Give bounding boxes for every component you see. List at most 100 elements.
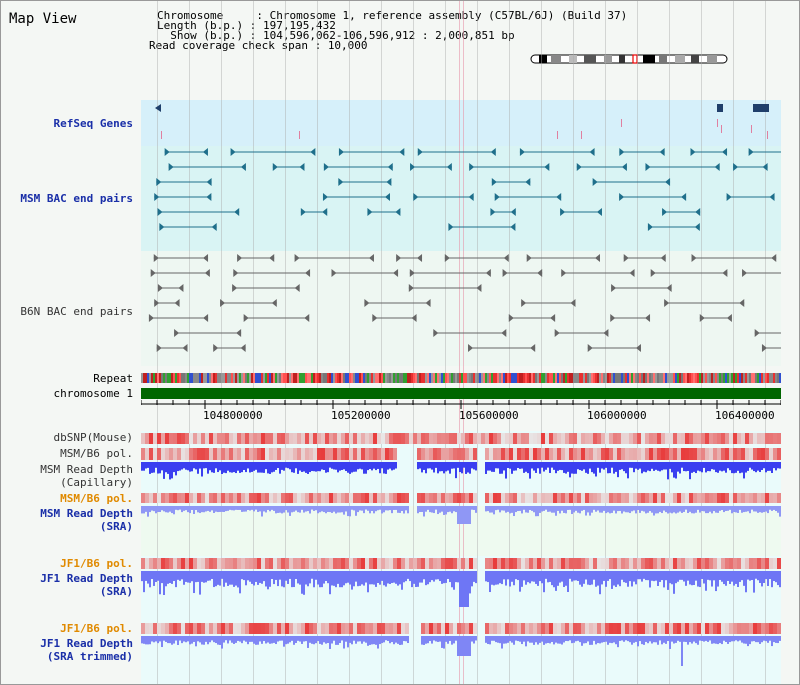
polymorphism-cell xyxy=(705,493,709,503)
read-depth-bar xyxy=(317,571,319,585)
read-depth-bar xyxy=(573,571,575,581)
read-depth-bar xyxy=(151,571,153,580)
polymorphism-cell xyxy=(581,558,585,569)
track-label-jf1-b6-pol-trimmed[interactable]: JF1/B6 pol. xyxy=(60,622,133,635)
read-depth-bar xyxy=(373,636,375,645)
polymorphism-cell xyxy=(325,448,329,460)
repeat-block xyxy=(377,373,379,383)
repeat-block xyxy=(669,373,671,383)
polymorphism-cell xyxy=(265,433,269,444)
b6n-bac-pair-end xyxy=(521,299,527,307)
polymorphism-cell xyxy=(461,623,465,634)
polymorphism-cell xyxy=(225,558,229,569)
repeat-block xyxy=(665,373,667,383)
repeat-block xyxy=(259,373,261,383)
polymorphism-cell xyxy=(421,493,425,503)
read-depth-bar xyxy=(749,462,751,468)
polymorphism-cell xyxy=(697,558,701,569)
track-label-b6n-bac[interactable]: B6N BAC end pairs xyxy=(20,305,133,318)
read-depth-bar xyxy=(749,636,751,645)
polymorphism-cell xyxy=(537,433,541,444)
polymorphism-cell xyxy=(657,433,661,444)
repeat-block xyxy=(497,373,499,383)
read-depth-bar xyxy=(305,506,307,512)
repeat-block xyxy=(207,373,209,383)
read-depth-bar xyxy=(143,636,145,644)
b6n-bac-pair-end xyxy=(174,329,180,337)
read-depth-bar xyxy=(273,506,275,511)
track-label-jf1-read-depth-sra[interactable]: JF1 Read Depth (SRA) xyxy=(40,572,133,598)
track-label-jf1-read-depth-trimmed[interactable]: JF1 Read Depth (SRA trimmed) xyxy=(40,637,133,663)
polymorphism-cell xyxy=(777,448,781,460)
read-depth-bar xyxy=(445,506,447,515)
msm-bac-pair-end xyxy=(494,193,500,201)
read-depth-bar xyxy=(623,636,625,642)
track-label-dbsnp[interactable]: dbSNP(Mouse) xyxy=(53,431,133,444)
repeat-block xyxy=(561,373,563,383)
read-depth-bar xyxy=(343,462,345,470)
read-depth-bar xyxy=(281,506,283,514)
polymorphism-cell xyxy=(189,623,193,634)
read-depth-bar xyxy=(579,462,581,471)
read-depth-bar xyxy=(585,636,587,644)
read-depth-bar xyxy=(393,506,395,510)
read-depth-bar xyxy=(581,506,583,511)
polymorphism-cell xyxy=(153,433,157,444)
read-depth-bar xyxy=(275,571,277,580)
polymorphism-cell xyxy=(649,433,653,444)
track-label-refseq-genes[interactable]: RefSeq Genes xyxy=(53,117,133,130)
read-depth-bar xyxy=(503,462,505,471)
track-label-msm-read-depth-sra[interactable]: MSM Read Depth (SRA) xyxy=(40,507,133,533)
polymorphism-cell xyxy=(369,623,373,634)
read-depth-bar xyxy=(607,571,609,581)
b6n-bac-pair-end xyxy=(570,299,576,307)
track-label-jf1-b6-pol[interactable]: JF1/B6 pol. xyxy=(60,557,133,570)
read-depth-bar xyxy=(297,462,299,474)
read-depth-bar xyxy=(203,462,205,469)
polymorphism-cell xyxy=(449,433,453,444)
read-depth-bar xyxy=(757,506,759,513)
polymorphism-cell xyxy=(177,493,181,503)
read-depth-bar xyxy=(519,636,521,642)
polymorphism-cell xyxy=(245,493,249,503)
polymorphism-cell xyxy=(545,493,549,503)
msm-bac-pair-end xyxy=(410,163,416,171)
polymorphism-cell xyxy=(349,433,353,444)
repeat-block xyxy=(675,373,677,383)
read-depth-bar xyxy=(537,636,539,645)
polymorphism-cell xyxy=(145,493,149,503)
read-depth-bar xyxy=(521,571,523,587)
polymorphism-cell xyxy=(233,623,237,634)
read-depth-bar xyxy=(685,506,687,510)
polymorphism-cell xyxy=(165,558,169,569)
repeat-block xyxy=(687,373,689,383)
track-label-msm-b6-pol-sra[interactable]: MSM/B6 pol. xyxy=(60,492,133,505)
genome-browser-plot[interactable]: 104800000 105200000 105600000 106000000 … xyxy=(141,1,781,684)
read-depth-bar xyxy=(239,636,241,642)
read-depth-bar xyxy=(475,462,477,471)
track-label-msm-b6-pol[interactable]: MSM/B6 pol. xyxy=(60,447,133,460)
repeat-block xyxy=(277,373,279,383)
track-label-msm-read-depth-capillary[interactable]: MSM Read Depth (Capillary) xyxy=(40,463,133,489)
polymorphism-cell xyxy=(677,448,681,460)
read-depth-bar xyxy=(539,462,541,474)
read-depth-bar xyxy=(279,636,281,641)
repeat-block xyxy=(155,373,157,383)
read-depth-bar xyxy=(565,462,567,474)
read-depth-bar xyxy=(583,506,585,510)
read-depth-bar xyxy=(485,462,487,474)
repeat-block xyxy=(727,373,729,383)
read-depth-bar xyxy=(525,636,527,647)
read-depth-bar xyxy=(369,506,371,514)
b6n-bac-pair-end xyxy=(611,284,617,292)
repeat-block xyxy=(457,373,459,383)
msm-bac-pair-end xyxy=(690,148,696,156)
read-depth-bar xyxy=(511,636,513,643)
repeat-block xyxy=(505,373,507,383)
repeat-block xyxy=(605,373,607,383)
polymorphism-cell xyxy=(161,448,165,460)
chromosome-ideogram[interactable] xyxy=(529,53,729,65)
coverage-value: 10,000 xyxy=(327,39,368,52)
track-label-msm-bac[interactable]: MSM BAC end pairs xyxy=(20,192,133,205)
